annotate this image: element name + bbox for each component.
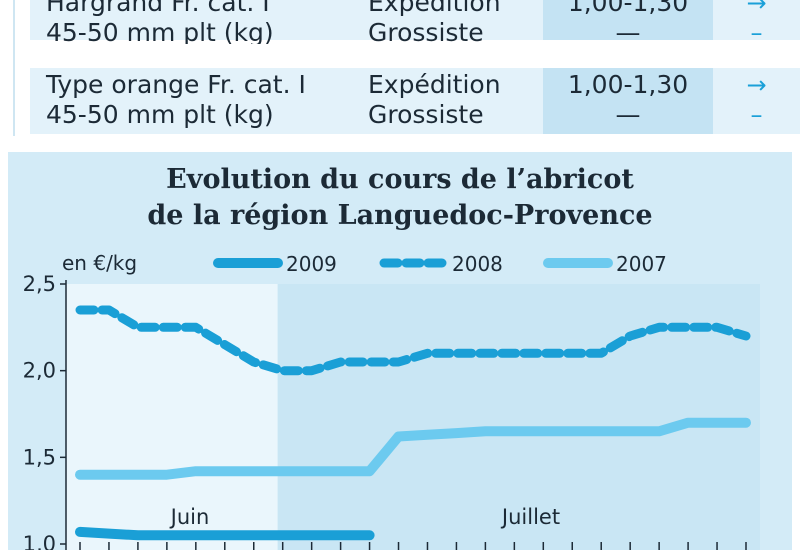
series-line-2008 [75,305,751,376]
price-column-band [543,0,713,40]
trend-cell: → – [713,70,800,136]
product-size: 45-50 mm plt (kg) [46,18,274,47]
y-tick-label: 1,5 [23,445,56,469]
price-value: — [615,18,641,47]
market-cell: Expédition Grossiste [368,0,501,48]
product-size: 45-50 mm plt (kg) [46,100,274,129]
x-axis-ticks [79,542,747,550]
y-axis-label: en €/kg [62,251,137,275]
price-value: — [615,100,641,129]
market-stage: Expédition [368,70,501,99]
trend-arrow-icon: → [746,0,767,17]
table-row: Type orange Fr. cat. I 45-50 mm plt (kg)… [30,68,800,134]
table-left-rule [13,0,15,136]
legend: 2009 2008 2007 [213,252,667,276]
trend-dash-icon: – [750,101,763,129]
product-name: Type orange Fr. cat. I [46,70,306,99]
legend-label-2008: 2008 [452,252,503,276]
line-chart: 2,52,01,51,0 Juin Juillet en €/kg 2009 200… [23,251,760,550]
price-cell: 1,00-1,30 — [543,0,713,47]
chart-title-line: Evolution du cours de l’abricot [166,164,634,195]
series-lines [75,305,751,541]
chart-title: Evolution du cours de l’abricot de la ré… [8,162,792,234]
product-cell: Type orange Fr. cat. I 45-50 mm plt (kg) [46,70,306,130]
product-name: Hargrand Fr. cat. I [46,0,270,17]
chart-title-line: de la région Languedoc-Provence [147,200,653,231]
price-column-band [543,68,713,134]
period-labels: Juin Juillet [169,505,560,529]
period-label-juillet: Juillet [500,505,560,529]
legend-label-2009: 2009 [286,252,337,276]
series-line-2009 [75,526,375,541]
y-tick-label: 1,0 [23,532,56,550]
row-separator [30,44,800,46]
market-stage: Grossiste [368,18,484,47]
trend-dash-icon: – [750,19,763,47]
trend-cell: → – [713,0,800,47]
y-tick-label: 2,0 [23,359,56,383]
chart-panel: Evolution du cours de l’abricot de la ré… [8,152,792,550]
trend-arrow-icon: → [746,71,767,99]
y-tick-label: 2,5 [23,272,56,296]
table-row: Hargrand Fr. cat. I 45-50 mm plt (kg) Ex… [30,0,800,47]
price-table: Hargrand Fr. cat. I 45-50 mm plt (kg) Ex… [0,0,800,140]
market-stage: Grossiste [368,100,484,129]
price-cell: 1,00-1,30 — [543,70,713,136]
price-value: 1,00-1,30 [567,0,689,17]
product-cell: Hargrand Fr. cat. I 45-50 mm plt (kg) [46,0,274,48]
y-axis: 2,5 2,0 1,5 1,0 [23,272,67,550]
legend-label-2007: 2007 [616,252,667,276]
market-cell: Expédition Grossiste [368,70,501,130]
market-stage: Expédition [368,0,501,17]
price-value: 1,00-1,30 [567,70,689,99]
series-line-2007 [75,417,751,480]
period-label-juin: Juin [169,505,210,529]
